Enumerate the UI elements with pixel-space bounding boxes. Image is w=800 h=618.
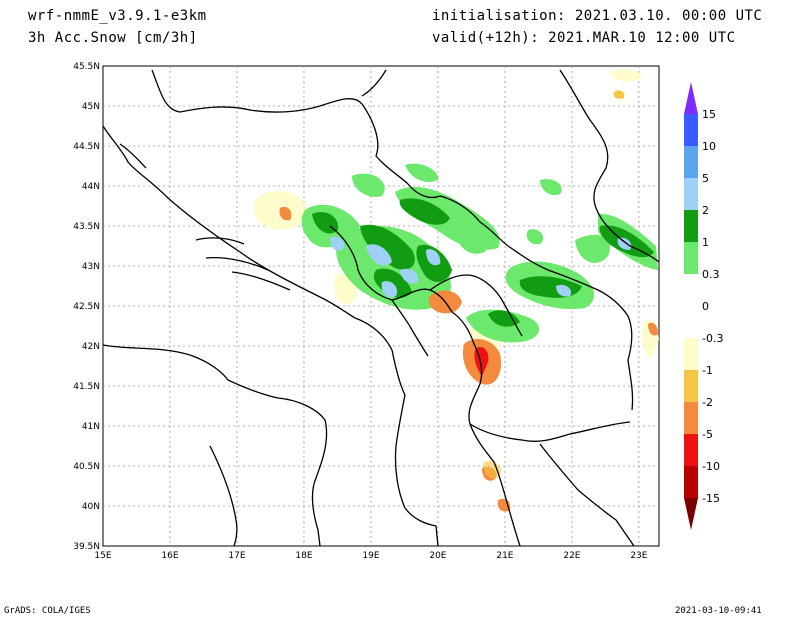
lon-tick-label: 20E (429, 551, 446, 561)
lon-tick-label: 22E (563, 551, 580, 561)
lat-tick-label: 40N (82, 502, 100, 512)
colorbar-label: 0 (702, 300, 709, 313)
lat-tick-label: 40.5N (73, 462, 100, 472)
lat-tick-label: 42.5N (73, 302, 100, 312)
lat-tick-label: 44N (82, 182, 100, 192)
colorbar-segment (684, 370, 698, 402)
lon-tick-label: 21E (496, 551, 513, 561)
lat-tick-label: 45N (82, 102, 100, 112)
colorbar-label: -10 (702, 460, 720, 473)
colorbar-label: 10 (702, 140, 716, 153)
colorbar-label: -15 (702, 492, 720, 505)
colorbar-label: 0.3 (702, 268, 720, 281)
lon-tick-label: 19E (362, 551, 379, 561)
colorbar-arrow-top (684, 82, 698, 114)
colorbar-label: 5 (702, 172, 709, 185)
lat-tick-label: 43N (82, 262, 100, 272)
axis-ticks: 15E 16E 17E 18E 19E 20E 21E 22E 23E 39.5N 40N 40.5N… (73, 62, 648, 561)
colorbar-segment (684, 466, 698, 498)
colorbar-segment (684, 306, 698, 338)
colorbar-label: -0.3 (702, 332, 723, 345)
colorbar-segment (684, 178, 698, 210)
lon-tick-label: 15E (94, 551, 111, 561)
variable-title: 3h Acc.Snow [cm/3h] (28, 30, 198, 46)
colorbar-segment (684, 434, 698, 466)
lon-tick-label: 17E (228, 551, 245, 561)
colorbar-label: -5 (702, 428, 713, 441)
colorbar-label: -1 (702, 364, 713, 377)
colorbar-label: 15 (702, 108, 716, 121)
render-timestamp: 2021-03-10-09:41 (675, 606, 762, 616)
colorbar-segment (684, 338, 698, 370)
colorbar-segment (684, 146, 698, 178)
lon-tick-label: 16E (161, 551, 178, 561)
model-name: wrf-nmmE_v3.9.1-e3km (28, 8, 207, 24)
colorbar-segment (684, 242, 698, 274)
lat-tick-label: 42N (82, 342, 100, 352)
lon-tick-label: 18E (295, 551, 312, 561)
lat-tick-label: 43.5N (73, 222, 100, 232)
software-credit: GrADS: COLA/IGES (4, 606, 91, 616)
colorbar-segment (684, 114, 698, 146)
lat-tick-label: 39.5N (73, 542, 100, 552)
lat-tick-label: 41N (82, 422, 100, 432)
colorbar: 15 10 5 2 1 0.3 0 -0.3 -1 -2 -5 -10 -15 (684, 82, 723, 530)
colorbar-label: 2 (702, 204, 709, 217)
coastlines-borders (103, 69, 659, 546)
lat-tick-label: 44.5N (73, 142, 100, 152)
colorbar-label: -2 (702, 396, 713, 409)
colorbar-segment (684, 402, 698, 434)
initialisation-time: initialisation: 2021.03.10. 00:00 UTC (432, 8, 763, 24)
lat-tick-label: 41.5N (73, 382, 100, 392)
colorbar-arrow-bottom (684, 498, 698, 530)
valid-time: valid(+12h): 2021.MAR.10 12:00 UTC (432, 30, 736, 46)
colorbar-segment (684, 274, 698, 306)
colorbar-segment (684, 210, 698, 242)
lon-tick-label: 23E (630, 551, 647, 561)
lat-tick-label: 45.5N (73, 62, 100, 72)
colorbar-label: 1 (702, 236, 709, 249)
